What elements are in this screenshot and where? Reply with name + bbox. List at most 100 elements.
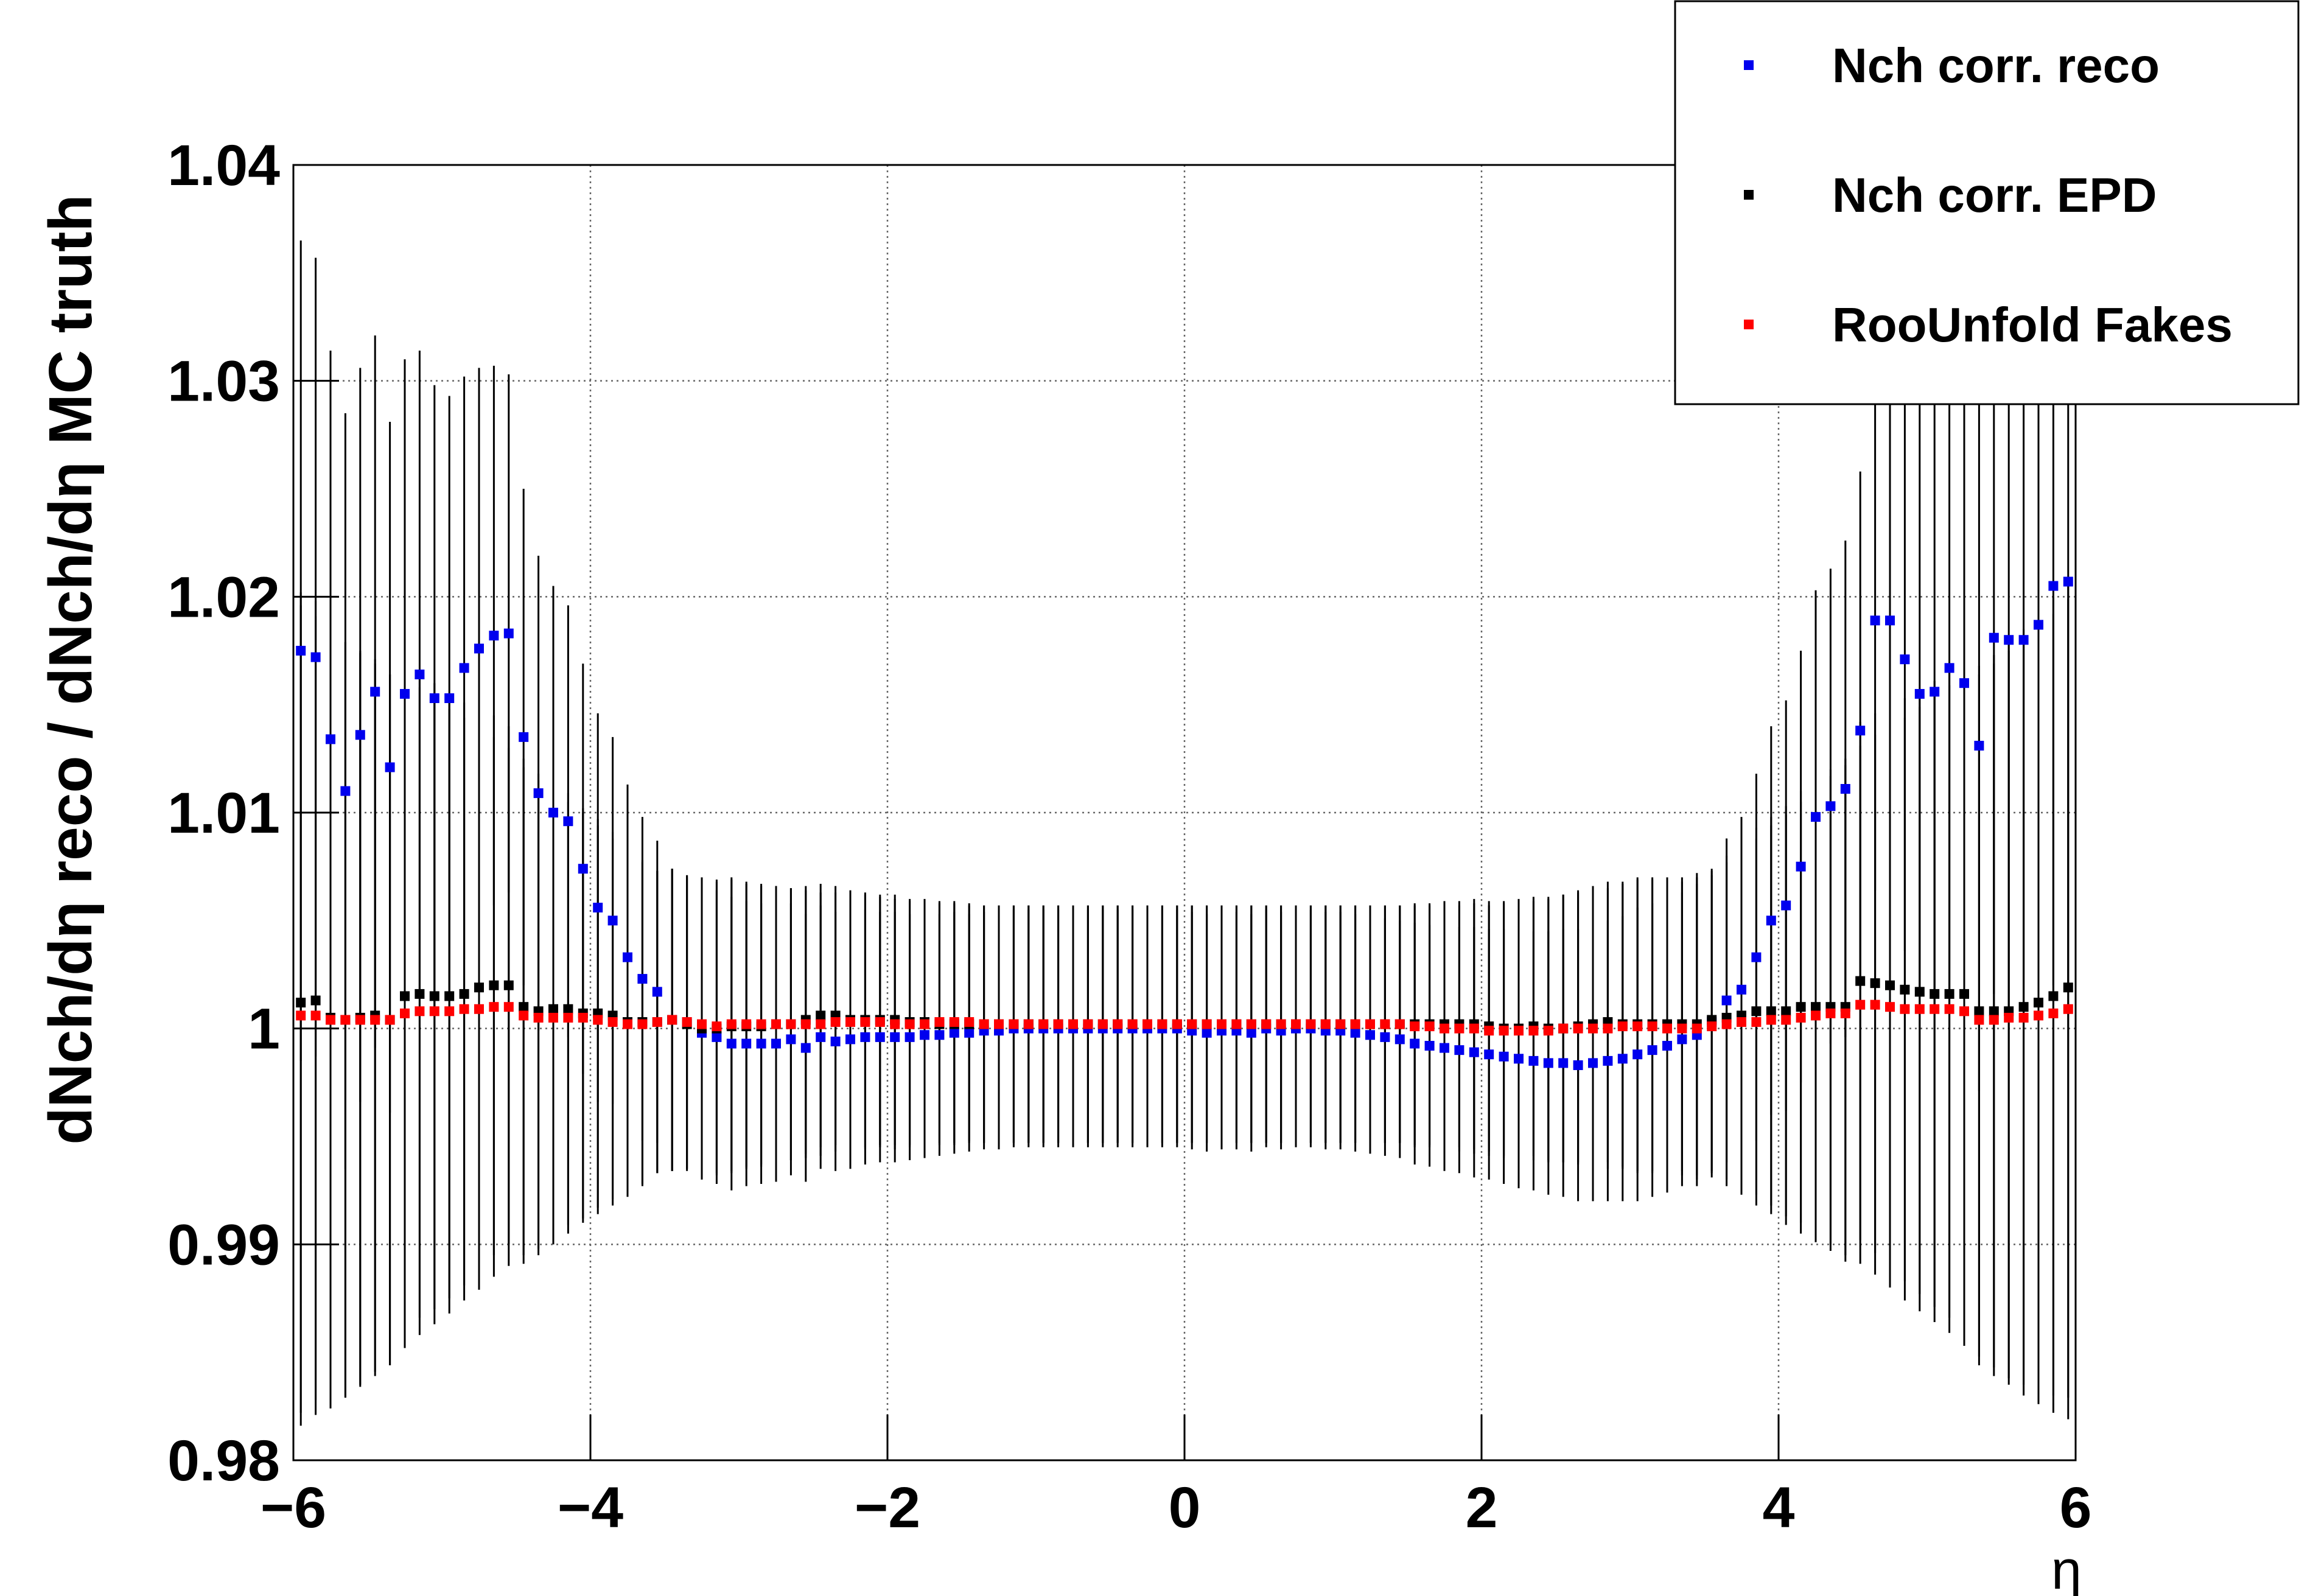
marker <box>1870 999 1880 1010</box>
marker <box>2034 1010 2043 1021</box>
marker <box>1737 1017 1746 1027</box>
marker <box>1825 801 1836 811</box>
legend-label: Nch corr. reco <box>1832 38 2160 93</box>
marker <box>340 786 351 796</box>
marker <box>1499 1026 1509 1036</box>
marker <box>1677 1023 1687 1034</box>
marker <box>1573 1023 1583 1034</box>
marker <box>415 670 425 680</box>
marker <box>578 864 588 874</box>
marker <box>771 1019 781 1029</box>
marker <box>905 1019 915 1029</box>
marker <box>370 687 380 697</box>
marker <box>1900 654 1910 665</box>
x-tick-label: 4 <box>1763 1475 1795 1540</box>
marker <box>1573 1060 1583 1070</box>
marker <box>385 1015 395 1025</box>
marker <box>2063 982 2073 993</box>
marker <box>1528 1055 1539 1066</box>
marker <box>1989 1015 1999 1025</box>
marker <box>816 1019 826 1029</box>
x-tick-label: 2 <box>1466 1475 1498 1540</box>
marker <box>1914 1004 1925 1014</box>
marker <box>1766 915 1776 926</box>
marker <box>1959 678 1969 688</box>
marker <box>1454 1045 1464 1055</box>
marker <box>1172 1019 1182 1029</box>
marker <box>1721 1019 1732 1029</box>
marker <box>816 1032 826 1042</box>
marker <box>400 1008 410 1018</box>
marker <box>1796 1012 1806 1023</box>
marker <box>1143 1019 1152 1029</box>
marker <box>2063 576 2073 587</box>
marker <box>1588 1058 1598 1068</box>
y-tick-label: 0.98 <box>167 1429 280 1493</box>
x-axis-title: η <box>2051 1540 2082 1596</box>
marker <box>474 643 484 654</box>
marker <box>2004 1012 2014 1023</box>
marker <box>1424 1021 1435 1032</box>
marker <box>1855 976 1866 986</box>
marker <box>1454 1023 1464 1034</box>
marker <box>429 1006 439 1017</box>
marker <box>548 1012 558 1023</box>
marker <box>593 1015 603 1025</box>
x-tick-label: −2 <box>855 1475 920 1540</box>
marker <box>1870 978 1880 989</box>
marker <box>741 1038 752 1049</box>
marker <box>548 1004 558 1014</box>
marker <box>1127 1019 1138 1029</box>
marker <box>1320 1019 1331 1029</box>
marker <box>355 730 365 740</box>
x-tick-label: −6 <box>261 1475 326 1540</box>
marker <box>1469 1023 1479 1034</box>
marker <box>444 991 455 1001</box>
marker <box>2018 1012 2029 1023</box>
marker <box>1766 1015 1776 1025</box>
legend-marker <box>1744 60 1754 70</box>
marker <box>310 1010 321 1021</box>
marker <box>355 1015 365 1025</box>
legend-label: Nch corr. EPD <box>1832 168 2157 222</box>
marker <box>2048 991 2059 1001</box>
marker <box>1306 1019 1316 1029</box>
marker <box>1514 1026 1524 1036</box>
marker <box>1721 995 1732 1006</box>
marker <box>533 788 544 799</box>
marker <box>1558 1058 1569 1068</box>
marker <box>296 1010 306 1021</box>
marker <box>667 1015 677 1025</box>
marker <box>1825 1008 1836 1018</box>
marker <box>1900 984 1910 995</box>
marker <box>1558 1023 1569 1034</box>
marker <box>1499 1051 1509 1062</box>
marker <box>1944 1004 1954 1014</box>
marker <box>326 734 335 744</box>
marker <box>964 1017 975 1027</box>
marker <box>296 998 306 1008</box>
marker <box>385 762 395 772</box>
marker <box>1603 1055 1613 1066</box>
y-tick-label: 0.99 <box>167 1213 280 1277</box>
marker <box>860 1017 870 1027</box>
marker <box>1811 1002 1821 1012</box>
marker <box>800 1019 811 1029</box>
marker <box>905 1032 915 1042</box>
marker <box>1097 1019 1108 1029</box>
marker <box>1009 1019 1019 1029</box>
marker <box>296 646 306 656</box>
marker <box>1365 1019 1375 1029</box>
marker <box>2018 635 2029 645</box>
marker <box>1662 1041 1672 1051</box>
marker <box>1811 1010 1821 1021</box>
marker <box>1394 1034 1405 1045</box>
marker <box>964 1027 975 1038</box>
y-tick-label: 1.02 <box>167 565 280 629</box>
marker <box>756 1038 766 1049</box>
marker <box>1692 1023 1702 1034</box>
marker <box>1038 1019 1049 1029</box>
marker <box>1350 1019 1360 1029</box>
marker <box>1930 1004 1940 1014</box>
marker <box>548 808 558 817</box>
